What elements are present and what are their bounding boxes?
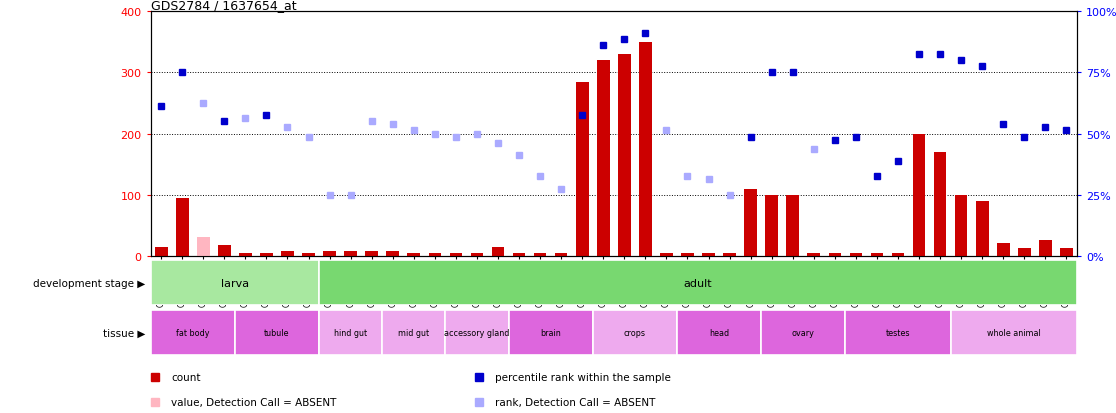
Bar bbox=[661, 253, 673, 256]
Bar bbox=[723, 253, 735, 256]
Text: tissue ▶: tissue ▶ bbox=[103, 328, 145, 337]
Bar bbox=[597, 61, 609, 256]
Bar bbox=[345, 251, 357, 256]
Text: value, Detection Call = ABSENT: value, Detection Call = ABSENT bbox=[171, 397, 336, 407]
Bar bbox=[407, 253, 420, 256]
Bar bbox=[429, 253, 441, 256]
Bar bbox=[234, 310, 319, 355]
Bar bbox=[934, 152, 946, 256]
Text: percentile rank within the sample: percentile rank within the sample bbox=[496, 373, 671, 382]
Bar bbox=[846, 310, 951, 355]
Bar bbox=[151, 310, 234, 355]
Bar bbox=[702, 253, 715, 256]
Text: development stage ▶: development stage ▶ bbox=[32, 278, 145, 288]
Text: GDS2784 / 1637654_at: GDS2784 / 1637654_at bbox=[151, 0, 296, 12]
Bar bbox=[618, 55, 631, 256]
Text: whole animal: whole animal bbox=[987, 328, 1040, 337]
Text: head: head bbox=[709, 328, 729, 337]
Bar bbox=[445, 310, 509, 355]
Bar bbox=[593, 310, 677, 355]
Bar bbox=[975, 201, 989, 256]
Text: accessory gland: accessory gland bbox=[444, 328, 510, 337]
Text: fat body: fat body bbox=[176, 328, 210, 337]
Bar bbox=[509, 310, 593, 355]
Bar bbox=[955, 195, 968, 256]
Bar bbox=[639, 43, 652, 256]
Bar bbox=[218, 245, 231, 256]
Bar bbox=[155, 247, 167, 256]
Text: larva: larva bbox=[221, 278, 249, 288]
Bar bbox=[870, 253, 883, 256]
Text: ovary: ovary bbox=[792, 328, 815, 337]
Bar bbox=[512, 253, 526, 256]
Bar bbox=[761, 310, 846, 355]
Bar bbox=[151, 260, 319, 306]
Text: brain: brain bbox=[540, 328, 561, 337]
Text: adult: adult bbox=[684, 278, 712, 288]
Text: testes: testes bbox=[886, 328, 911, 337]
Bar bbox=[913, 134, 925, 256]
Bar bbox=[951, 310, 1077, 355]
Bar bbox=[260, 253, 272, 256]
Bar bbox=[892, 253, 904, 256]
Bar bbox=[1039, 241, 1051, 256]
Bar bbox=[239, 253, 252, 256]
Bar bbox=[1018, 249, 1031, 256]
Bar bbox=[766, 195, 778, 256]
Bar bbox=[849, 253, 863, 256]
Bar bbox=[533, 253, 547, 256]
Bar bbox=[302, 253, 315, 256]
Bar bbox=[744, 189, 757, 256]
Bar bbox=[997, 244, 1010, 256]
Bar bbox=[382, 310, 445, 355]
Text: hind gut: hind gut bbox=[334, 328, 367, 337]
Bar bbox=[787, 195, 799, 256]
Bar bbox=[281, 252, 294, 256]
Bar bbox=[196, 238, 210, 256]
Bar bbox=[365, 252, 378, 256]
Bar bbox=[324, 251, 336, 256]
Bar bbox=[677, 310, 761, 355]
Bar bbox=[319, 260, 1077, 306]
Bar bbox=[176, 198, 189, 256]
Bar bbox=[681, 253, 694, 256]
Bar bbox=[386, 251, 400, 256]
Bar bbox=[555, 253, 568, 256]
Text: crops: crops bbox=[624, 328, 646, 337]
Bar bbox=[808, 253, 820, 256]
Text: rank, Detection Call = ABSENT: rank, Detection Call = ABSENT bbox=[496, 397, 655, 407]
Bar bbox=[319, 310, 383, 355]
Text: tubule: tubule bbox=[264, 328, 290, 337]
Bar bbox=[1060, 249, 1072, 256]
Text: mid gut: mid gut bbox=[398, 328, 430, 337]
Bar bbox=[492, 247, 504, 256]
Text: count: count bbox=[171, 373, 201, 382]
Bar bbox=[450, 253, 462, 256]
Bar bbox=[828, 253, 841, 256]
Bar bbox=[471, 253, 483, 256]
Bar bbox=[576, 83, 588, 256]
